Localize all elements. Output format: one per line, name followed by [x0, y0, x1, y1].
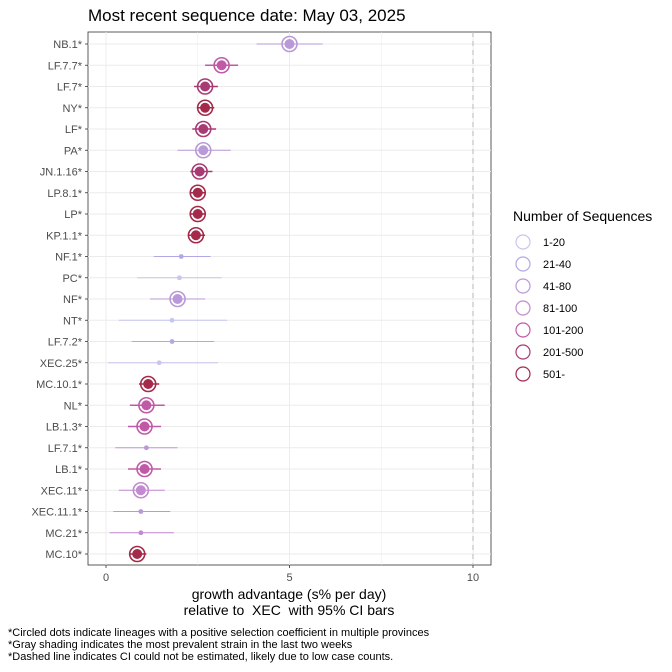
y-tick-label: MC.21*	[45, 528, 82, 540]
footnote-3: *Dashed line indicates CI could not be e…	[8, 651, 393, 663]
y-tick-label: XEC.25*	[40, 358, 83, 370]
selection-circle	[132, 481, 150, 499]
y-tick-label: MC.10*	[45, 549, 82, 561]
footnotes: *Circled dots indicate lineages with a p…	[8, 627, 430, 663]
y-tick-label: JN.1.16*	[40, 167, 83, 179]
legend-entries: 1-20 21-40 41-80 81-100 101-200 201-500 501-	[515, 234, 583, 382]
y-tick-label: NL*	[64, 400, 83, 412]
selection-circle	[138, 396, 155, 414]
x-tick-label: 0	[103, 572, 109, 584]
y-tick-label: NF*	[63, 294, 83, 306]
legend-circle	[515, 300, 531, 316]
y-tick-label: PC*	[62, 273, 82, 285]
legend-label: 41-80	[543, 281, 571, 293]
footnote-2: *Gray shading indicates the most prevale…	[8, 639, 353, 651]
x-ticks: 0 5 10	[103, 565, 479, 584]
selection-circle	[136, 418, 153, 435]
data-point	[194, 166, 205, 177]
data-point	[141, 400, 152, 411]
data-point	[190, 230, 201, 241]
y-tick-label: XEC.11.1*	[31, 507, 82, 519]
data-point	[169, 317, 175, 323]
y-tick-label: LP.8.1*	[47, 188, 82, 200]
y-tick-label: LB.1*	[55, 464, 83, 476]
legend-circle	[515, 234, 531, 250]
data-point	[200, 102, 211, 113]
data-point	[132, 549, 143, 559]
x-tick-label: 5	[286, 572, 292, 584]
data-point	[139, 464, 150, 474]
data-point	[143, 379, 154, 389]
y-tick-label: LF.7.1*	[48, 443, 83, 455]
data-point	[139, 421, 150, 432]
legend-label: 101-200	[543, 325, 583, 337]
data-point	[143, 445, 149, 451]
selection-circle	[187, 226, 205, 244]
data-point	[192, 187, 203, 198]
selection-circle	[191, 163, 208, 180]
y-tick-label: MC.10.1*	[36, 379, 83, 391]
legend-circle	[515, 366, 531, 382]
selection-circle	[128, 545, 146, 563]
y-tick-label: KP.1.1*	[46, 230, 83, 242]
y-tick-label: LB.1.3*	[46, 422, 83, 434]
x-axis-title-line1: growth advantage (s% per day)	[192, 586, 387, 602]
data-point	[135, 485, 146, 496]
data-point	[178, 254, 184, 259]
data-point	[216, 60, 227, 71]
data-point	[200, 81, 211, 92]
selection-circle	[136, 460, 153, 478]
data-points	[128, 35, 298, 563]
legend-label: 501-	[543, 369, 565, 381]
selection-circle	[196, 99, 214, 117]
legend-label: 21-40	[543, 259, 571, 271]
y-tick-label: NF.1*	[55, 252, 83, 264]
selection-circle	[139, 375, 157, 393]
data-point	[169, 339, 175, 344]
legend-title: Number of Sequences	[513, 208, 652, 224]
y-tick-label: NY*	[62, 103, 82, 115]
chart-title: Most recent sequence date: May 03, 2025	[88, 6, 406, 25]
selection-circle	[194, 141, 212, 159]
legend-label: 1-20	[543, 237, 565, 249]
footnote-1: *Circled dots indicate lineages with a p…	[8, 627, 430, 639]
legend-circle	[515, 322, 531, 338]
data-point	[172, 294, 183, 304]
y-tick-label: LF.7.2*	[48, 337, 83, 349]
x-axis-title-line2: relative to XEC with 95% CI bars	[184, 602, 395, 618]
selection-circle	[169, 290, 186, 308]
data-point	[284, 39, 295, 49]
data-point	[177, 275, 182, 281]
legend-label: 81-100	[543, 303, 577, 315]
y-tick-labels: NB.1* LF.7.7* LF.7* NY* LF* PA* JN.1.16* LP.8.1…	[31, 39, 88, 561]
selection-circle	[189, 205, 207, 223]
legend-circle	[515, 278, 531, 294]
data-point	[156, 360, 162, 366]
y-tick-label: LF.7.7*	[48, 60, 83, 72]
data-point	[138, 530, 144, 536]
data-point	[138, 509, 144, 514]
data-point	[198, 124, 209, 134]
selection-circle	[189, 184, 207, 202]
y-tick-label: LF.7*	[57, 82, 83, 94]
x-tick-label: 10	[467, 572, 479, 584]
y-tick-label: NB.1*	[53, 39, 82, 51]
selection-circle	[213, 56, 230, 74]
y-tick-label: LP*	[64, 209, 82, 221]
selection-circle	[281, 35, 298, 53]
y-tick-label: PA*	[64, 145, 83, 157]
selection-circle	[194, 120, 212, 138]
legend-label: 201-500	[543, 347, 583, 359]
legend-circle	[515, 256, 531, 272]
legend: Number of Sequences 1-20 21-40 41-80 81-100…	[513, 208, 652, 382]
legend-circle	[515, 344, 531, 360]
y-tick-label: XEC.11*	[41, 485, 83, 497]
selection-circle	[196, 78, 214, 95]
data-point	[198, 145, 209, 156]
y-tick-label: NT*	[63, 315, 83, 327]
y-tick-label: LF*	[65, 124, 83, 136]
data-point	[192, 209, 203, 219]
